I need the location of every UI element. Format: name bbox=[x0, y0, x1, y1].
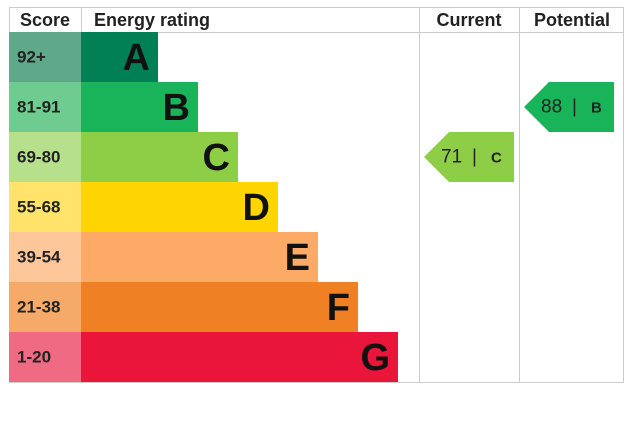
rating-arrow bbox=[424, 132, 514, 182]
rating-letter: C bbox=[491, 150, 502, 167]
separator: | bbox=[572, 97, 577, 118]
rating-letter: E bbox=[285, 237, 310, 279]
score-cell bbox=[9, 282, 81, 332]
rating-bar bbox=[81, 32, 158, 82]
header-potential: Potential bbox=[534, 10, 610, 30]
score-cell bbox=[9, 82, 81, 132]
score-range: 55-68 bbox=[17, 198, 60, 217]
score-cell bbox=[9, 332, 81, 382]
rating-bar bbox=[81, 332, 398, 382]
rating-letter: C bbox=[203, 137, 230, 179]
rating-bar bbox=[81, 232, 318, 282]
rating-bar bbox=[81, 182, 278, 232]
separator: | bbox=[472, 147, 477, 168]
rating-letter: D bbox=[243, 187, 270, 229]
rating-value: 71 bbox=[441, 147, 462, 168]
rating-value: 88 bbox=[541, 97, 562, 118]
score-range: 81-91 bbox=[17, 98, 60, 117]
score-cell bbox=[9, 32, 81, 82]
score-cell bbox=[9, 232, 81, 282]
header-score: Score bbox=[20, 10, 70, 30]
header-rating: Energy rating bbox=[94, 10, 210, 30]
header-current: Current bbox=[436, 10, 501, 30]
score-range: 21-38 bbox=[17, 298, 60, 317]
score-cell bbox=[9, 182, 81, 232]
rating-letter: F bbox=[327, 287, 350, 329]
rating-letter: B bbox=[163, 87, 190, 129]
score-cell bbox=[9, 132, 81, 182]
score-range: 92+ bbox=[17, 48, 46, 67]
rating-letter: B bbox=[591, 100, 602, 117]
rating-arrow bbox=[524, 82, 614, 132]
rating-bar bbox=[81, 82, 198, 132]
score-range: 69-80 bbox=[17, 148, 60, 167]
score-range: 1-20 bbox=[17, 348, 51, 367]
score-range: 39-54 bbox=[17, 248, 61, 267]
rating-bar bbox=[81, 282, 358, 332]
rating-bar bbox=[81, 132, 238, 182]
rating-letter: A bbox=[123, 37, 150, 79]
rating-letter: G bbox=[360, 337, 390, 379]
